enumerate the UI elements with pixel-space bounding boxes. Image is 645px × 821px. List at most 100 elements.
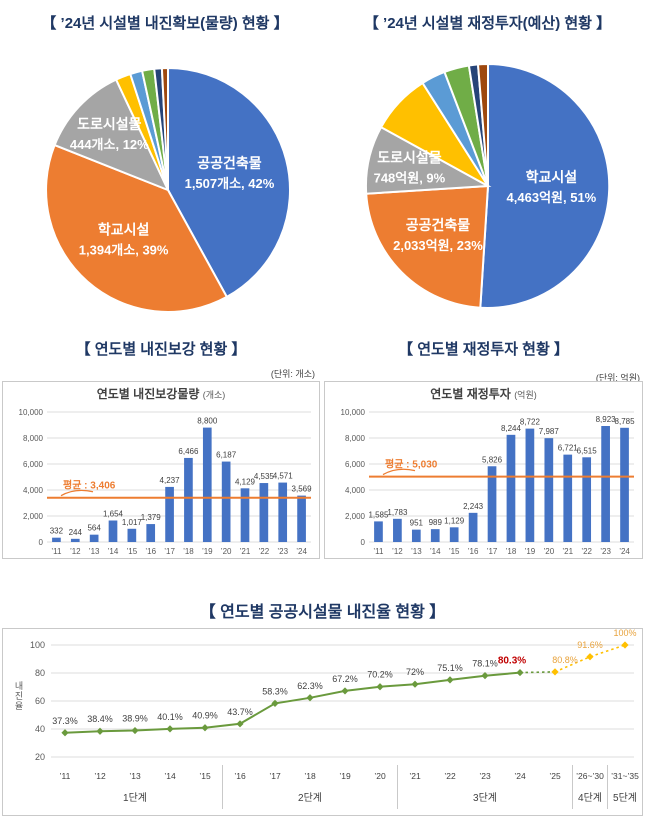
svg-text:학교시설: 학교시설 xyxy=(98,221,150,237)
svg-text:평균 : 3,406: 평균 : 3,406 xyxy=(63,479,116,492)
svg-text:244: 244 xyxy=(69,528,83,537)
svg-text:1,017: 1,017 xyxy=(122,518,143,527)
svg-text:’31~’35: ’31~’35 xyxy=(611,771,639,781)
svg-text:’13: ’13 xyxy=(411,547,422,556)
svg-text:’22: ’22 xyxy=(259,547,270,556)
svg-text:951: 951 xyxy=(410,519,424,528)
bar-chart-retrofit-volume: 0 2,000 4,000 6,000 8,000 10,000 332 ’11 244 ’12 5… xyxy=(19,386,313,556)
svg-text:’14: ’14 xyxy=(430,547,441,556)
svg-text:’24: ’24 xyxy=(296,547,307,556)
svg-text:6,000: 6,000 xyxy=(23,460,44,469)
svg-text:1,654: 1,654 xyxy=(103,509,124,518)
svg-text:도로시설물: 도로시설물 xyxy=(77,116,142,132)
svg-text:’19: ’19 xyxy=(202,547,213,556)
svg-text:1,379: 1,379 xyxy=(141,513,162,522)
svg-text:989: 989 xyxy=(429,518,443,527)
svg-text:’12: ’12 xyxy=(392,547,403,556)
svg-text:도로시설물: 도로시설물 xyxy=(377,149,442,165)
svg-text:1,394개소, 39%: 1,394개소, 39% xyxy=(79,242,169,257)
svg-text:4,000: 4,000 xyxy=(345,486,366,495)
svg-text:80.3%: 80.3% xyxy=(498,656,526,667)
line-chart-box: 20 40 60 80 100 내 진 율 37.3% 38.4% 38.9% 40.1% 40.9% 4… xyxy=(2,628,643,816)
svg-text:8,244: 8,244 xyxy=(501,424,522,433)
svg-text:’21: ’21 xyxy=(562,547,573,556)
svg-text:’23: ’23 xyxy=(479,771,491,781)
svg-text:’12: ’12 xyxy=(70,547,81,556)
svg-text:내진율: 내진율 xyxy=(15,681,23,711)
svg-text:38.4%: 38.4% xyxy=(87,714,113,724)
svg-text:4,000: 4,000 xyxy=(23,486,44,495)
svg-text:’15: ’15 xyxy=(449,547,460,556)
svg-text:공공건축물: 공공건축물 xyxy=(197,155,262,171)
svg-text:20: 20 xyxy=(35,752,45,762)
svg-text:3단계: 3단계 xyxy=(473,792,497,804)
svg-text:’13: ’13 xyxy=(129,771,141,781)
bar-budget-box: 0 2,000 4,000 6,000 8,000 10,000 1,585 ’11 1,783… xyxy=(324,381,643,559)
pie-budget-title: 【 ’24년 시설별 재정투자(예산) 현황 】 xyxy=(363,15,612,32)
svg-text:’20: ’20 xyxy=(374,771,386,781)
bar-budget-unit: (단위: 억원) xyxy=(595,373,640,383)
bar-volume-heading: 【 연도별 내진보강 현황 】 xyxy=(75,341,247,358)
svg-text:1,129: 1,129 xyxy=(444,516,465,525)
svg-text:5,826: 5,826 xyxy=(482,455,503,464)
svg-text:’16: ’16 xyxy=(145,547,156,556)
svg-text:’17: ’17 xyxy=(487,547,498,556)
bar-budget-heading: 【 연도별 재정투자 현황 】 xyxy=(398,341,569,358)
svg-text:100: 100 xyxy=(30,640,45,650)
svg-text:8,000: 8,000 xyxy=(23,434,44,443)
svg-text:91.6%: 91.6% xyxy=(577,640,603,650)
svg-text:40.1%: 40.1% xyxy=(157,712,183,722)
svg-text:’21: ’21 xyxy=(409,771,421,781)
svg-text:’24: ’24 xyxy=(514,771,526,781)
svg-text:60: 60 xyxy=(35,696,45,706)
svg-text:4,463억원, 51%: 4,463억원, 51% xyxy=(507,190,597,205)
svg-text:75.1%: 75.1% xyxy=(437,663,463,673)
svg-text:6,000: 6,000 xyxy=(345,460,366,469)
svg-text:’22: ’22 xyxy=(581,547,592,556)
svg-text:’25: ’25 xyxy=(549,771,561,781)
svg-text:6,466: 6,466 xyxy=(178,447,199,456)
svg-text:80.8%: 80.8% xyxy=(552,655,578,665)
svg-text:5단계: 5단계 xyxy=(613,792,637,804)
svg-text:100%: 100% xyxy=(613,629,636,638)
svg-text:37.3%: 37.3% xyxy=(52,716,78,726)
bar-volume-unit: (단위: 개소) xyxy=(270,369,315,379)
svg-text:’20: ’20 xyxy=(543,547,554,556)
svg-text:’11: ’11 xyxy=(373,547,384,556)
svg-text:4단계: 4단계 xyxy=(578,792,602,804)
svg-text:67.2%: 67.2% xyxy=(332,674,358,684)
svg-text:564: 564 xyxy=(87,524,101,533)
svg-text:78.1%: 78.1% xyxy=(472,659,498,669)
svg-text:’14: ’14 xyxy=(164,771,176,781)
svg-text:’20: ’20 xyxy=(221,547,232,556)
svg-text:10,000: 10,000 xyxy=(19,408,44,417)
svg-text:연도별 내진보강물량 (개소): 연도별 내진보강물량 (개소) xyxy=(97,386,226,401)
svg-text:0: 0 xyxy=(39,538,44,547)
svg-text:’17: ’17 xyxy=(164,547,175,556)
svg-text:’11: ’11 xyxy=(60,771,71,781)
svg-text:’12: ’12 xyxy=(94,771,106,781)
svg-text:4,129: 4,129 xyxy=(235,477,256,486)
svg-text:’15: ’15 xyxy=(199,771,211,781)
svg-text:80: 80 xyxy=(35,668,45,678)
svg-text:’23: ’23 xyxy=(600,547,611,556)
svg-text:’16: ’16 xyxy=(234,771,246,781)
svg-text:4,535: 4,535 xyxy=(254,472,275,481)
svg-text:2,243: 2,243 xyxy=(463,502,484,511)
svg-text:1,507개소, 42%: 1,507개소, 42% xyxy=(185,176,275,191)
svg-text:’22: ’22 xyxy=(444,771,456,781)
svg-text:332: 332 xyxy=(50,527,64,536)
svg-text:1,783: 1,783 xyxy=(387,508,408,517)
svg-text:62.3%: 62.3% xyxy=(297,681,323,691)
svg-text:’21: ’21 xyxy=(240,547,251,556)
svg-text:3,569: 3,569 xyxy=(292,485,313,494)
svg-text:1단계: 1단계 xyxy=(123,792,147,804)
svg-text:8,722: 8,722 xyxy=(520,418,541,427)
svg-text:8,923: 8,923 xyxy=(596,415,617,424)
pie-chart-facility-volume: 공공건축물 1,507개소, 42% 학교시설 1,394개소, 39% 도로시설물 44… xyxy=(45,66,291,313)
svg-text:’23: ’23 xyxy=(277,547,288,556)
svg-text:’26~’30: ’26~’30 xyxy=(576,771,604,781)
svg-text:40: 40 xyxy=(35,724,45,734)
svg-text:’19: ’19 xyxy=(525,547,536,556)
svg-text:’18: ’18 xyxy=(304,771,316,781)
